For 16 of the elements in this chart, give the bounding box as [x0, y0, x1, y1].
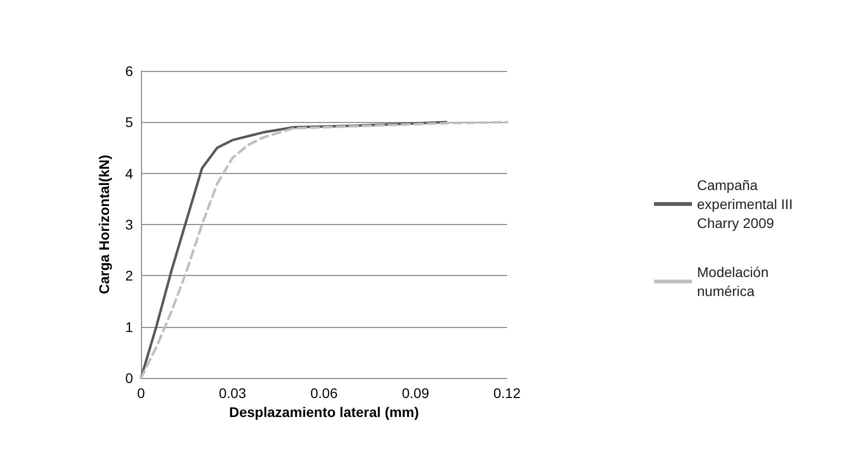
y-tick-label: 2 [125, 268, 134, 284]
y-axis-title: Carga Horizontal(kN) [96, 154, 112, 294]
y-tick-label: 0 [125, 370, 134, 386]
y-tick-label: 6 [125, 63, 134, 79]
legend-label: Modelación numérica [697, 264, 772, 299]
y-tick-label: 5 [125, 114, 134, 130]
legend-label: Campaña experimental III Charry 2009 [697, 177, 797, 231]
y-tick-label: 1 [125, 318, 134, 335]
y-tick-label: 3 [125, 216, 134, 232]
x-tick-label: 0 [137, 385, 146, 401]
x-tick-label: 0.06 [310, 385, 338, 401]
y-tick-label: 4 [125, 165, 134, 182]
x-tick-label: 0.03 [218, 385, 246, 401]
x-tick-label: 0.12 [493, 385, 521, 401]
x-tick-label: 0.09 [402, 385, 430, 401]
x-axis-title: Desplazamiento lateral (mm) [229, 404, 419, 420]
